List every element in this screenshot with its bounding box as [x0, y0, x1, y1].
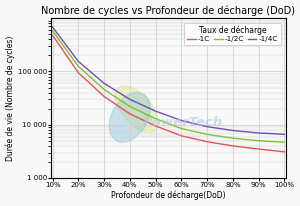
-1C: [283, 151, 286, 153]
-1C: [154, 125, 158, 127]
X-axis label: Profondeur de décharge(DoD): Profondeur de décharge(DoD): [111, 191, 226, 200]
-1/2C: [102, 88, 106, 91]
-1/2C: [179, 127, 183, 130]
-1/2C: [128, 105, 132, 108]
-1/4C: [154, 110, 158, 112]
Title: Nombre de cycles vs Profondeur de décharge (DoD): Nombre de cycles vs Profondeur de déchar…: [41, 6, 296, 16]
-1/2C: [205, 133, 209, 136]
-1/4C: [128, 98, 132, 101]
-1C: [102, 95, 106, 98]
-1/2C: [51, 30, 54, 32]
-1/4C: [76, 60, 80, 63]
Legend: -1C, -1/2C, -1/4C: -1C, -1/2C, -1/4C: [184, 23, 281, 45]
-1/4C: [257, 132, 260, 134]
-1/2C: [231, 137, 235, 139]
Ellipse shape: [115, 86, 158, 133]
Y-axis label: Durée de vie (Nombre de cycles): Durée de vie (Nombre de cycles): [6, 35, 15, 161]
-1/2C: [257, 139, 260, 142]
-1/4C: [179, 119, 183, 122]
-1C: [76, 71, 80, 74]
Ellipse shape: [109, 92, 150, 142]
-1/4C: [205, 125, 209, 128]
-1/4C: [102, 82, 106, 84]
Line: -1/4C: -1/4C: [52, 27, 284, 134]
-1C: [51, 34, 54, 36]
-1/4C: [51, 26, 54, 28]
-1C: [179, 135, 183, 137]
-1/4C: [231, 129, 235, 132]
Line: -1/2C: -1/2C: [52, 31, 284, 142]
-1/4C: [283, 133, 286, 136]
Text: ADVANCED ENERGY STORAGE SYSTEMS: ADVANCED ENERGY STORAGE SYSTEMS: [142, 134, 224, 138]
-1/2C: [154, 117, 158, 120]
Text: PowerTech: PowerTech: [142, 116, 223, 129]
-1C: [257, 148, 260, 150]
-1C: [231, 145, 235, 147]
-1/2C: [283, 141, 286, 143]
-1C: [128, 113, 132, 115]
Line: -1C: -1C: [52, 35, 284, 152]
-1/2C: [76, 65, 80, 68]
-1C: [205, 140, 209, 143]
